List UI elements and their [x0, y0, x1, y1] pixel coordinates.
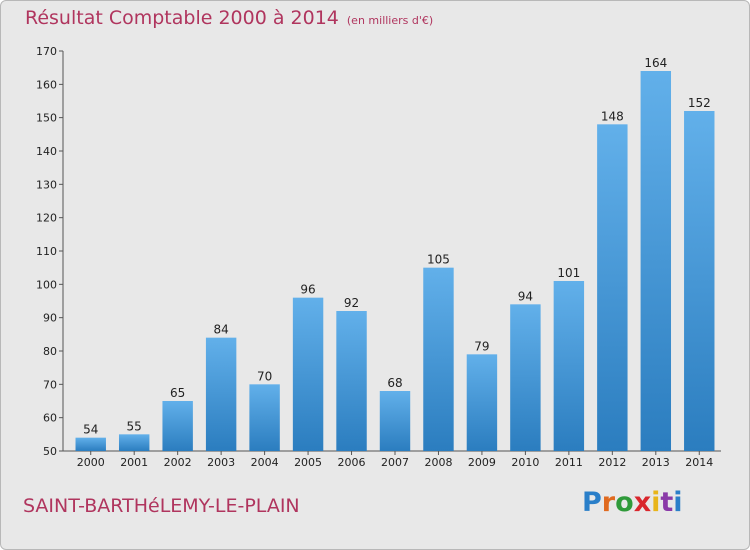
bar — [162, 401, 192, 451]
bar-value-label: 164 — [644, 56, 667, 70]
bar — [510, 304, 540, 451]
x-tick-label: 2007 — [381, 456, 409, 469]
y-tick-label: 70 — [43, 378, 57, 391]
y-tick-label: 90 — [43, 312, 57, 325]
logo-letter: o — [615, 487, 634, 518]
x-tick-label: 2003 — [207, 456, 235, 469]
y-tick-label: 100 — [36, 278, 57, 291]
x-tick-label: 2009 — [468, 456, 496, 469]
bar — [119, 434, 149, 451]
bar — [597, 124, 627, 451]
logo-letter: i — [673, 487, 682, 518]
x-tick-label: 2000 — [77, 456, 105, 469]
y-tick-label: 110 — [36, 245, 57, 258]
bar — [641, 71, 671, 451]
bar-value-label: 94 — [518, 289, 533, 303]
x-tick-label: 2012 — [598, 456, 626, 469]
y-tick-label: 140 — [36, 145, 57, 158]
chart-frame: Résultat Comptable 2000 à 2014(en millie… — [0, 0, 750, 550]
x-tick-label: 2001 — [120, 456, 148, 469]
bar-value-label: 55 — [127, 419, 142, 433]
bar — [206, 338, 236, 451]
x-tick-label: 2014 — [685, 456, 713, 469]
y-tick-label: 160 — [36, 78, 57, 91]
bar-value-label: 70 — [257, 369, 272, 383]
bar-value-label: 68 — [387, 376, 402, 390]
bar — [684, 111, 714, 451]
x-tick-label: 2006 — [338, 456, 366, 469]
y-tick-label: 130 — [36, 178, 57, 191]
bar-value-label: 101 — [557, 266, 580, 280]
bar — [554, 281, 584, 451]
logo-letter: x — [634, 487, 651, 518]
y-tick-label: 80 — [43, 345, 57, 358]
y-tick-label: 120 — [36, 212, 57, 225]
bar-value-label: 148 — [601, 109, 624, 123]
bar-chart: 50 60 70 80 90 100 110 120 130 140 150 160 170 2000 20… — [1, 1, 749, 549]
bar — [76, 438, 106, 451]
bar-value-label: 84 — [213, 323, 228, 337]
bar-value-label: 54 — [83, 423, 98, 437]
logo-letter: t — [660, 487, 673, 518]
bar — [336, 311, 366, 451]
y-tick-label: 60 — [43, 412, 57, 425]
x-tick-label: 2013 — [642, 456, 670, 469]
x-tick-label: 2011 — [555, 456, 583, 469]
x-tick-label: 2008 — [424, 456, 452, 469]
bar — [423, 268, 453, 451]
x-tick-label: 2002 — [164, 456, 192, 469]
bar — [467, 354, 497, 451]
bar-value-label: 152 — [688, 96, 711, 110]
bar — [293, 298, 323, 451]
y-tick-label: 50 — [43, 445, 57, 458]
x-tick-label: 2010 — [511, 456, 539, 469]
y-tick-label: 150 — [36, 112, 57, 125]
proxiti-logo: Proxiti — [582, 487, 683, 518]
y-tick-label: 170 — [36, 45, 57, 58]
x-tick-label: 2004 — [251, 456, 279, 469]
x-tick-label: 2005 — [294, 456, 322, 469]
bar — [380, 391, 410, 451]
logo-letter: P — [582, 487, 602, 518]
bar-value-label: 79 — [474, 339, 489, 353]
logo-letter: r — [602, 487, 615, 518]
bar-value-label: 65 — [170, 386, 185, 400]
bar — [249, 384, 279, 451]
bar-value-label: 105 — [427, 253, 450, 267]
bar-value-label: 96 — [300, 283, 315, 297]
logo-letter: i — [651, 487, 660, 518]
town-name: SAINT-BARTHéLEMY-LE-PLAIN — [23, 495, 300, 517]
bar-value-label: 92 — [344, 296, 359, 310]
